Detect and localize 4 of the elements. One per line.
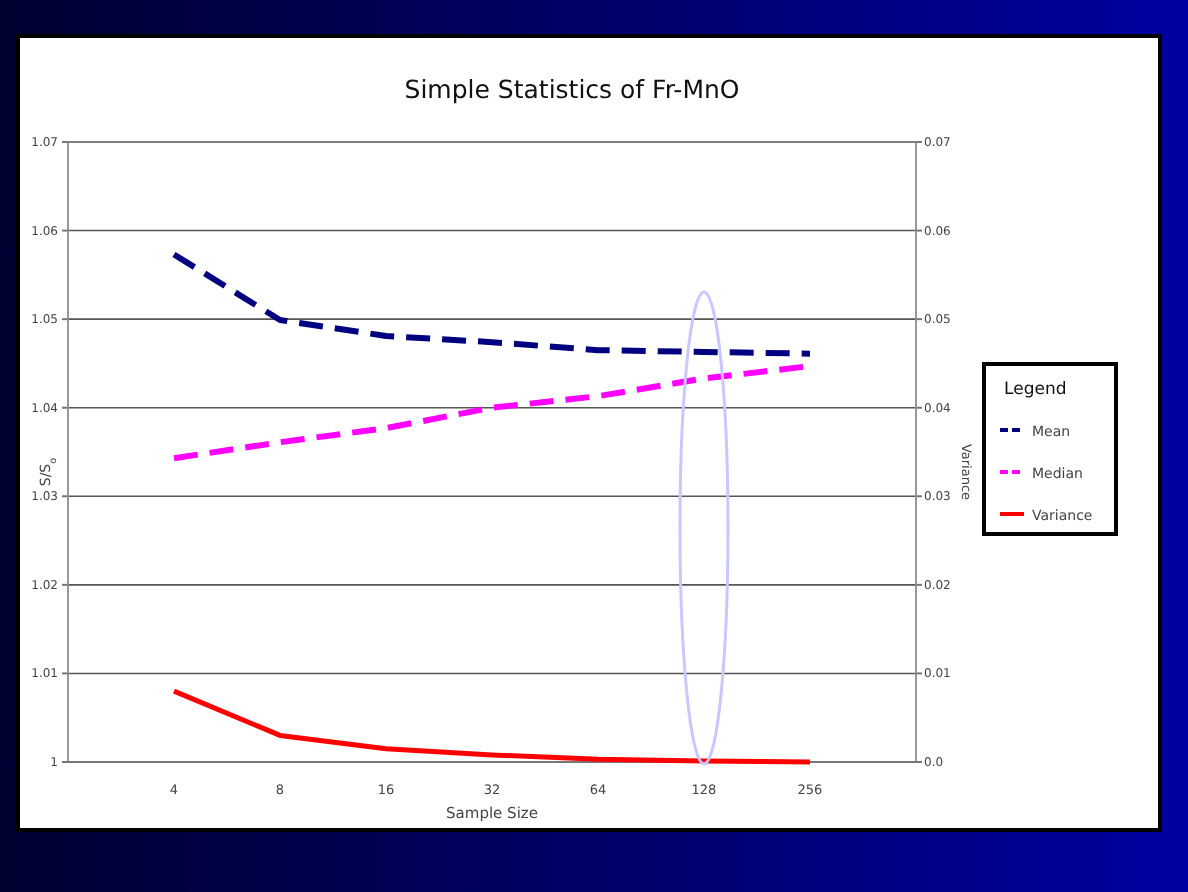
line-series	[171, 688, 813, 765]
chart-title: Simple Statistics of Fr-MnO	[404, 74, 740, 104]
legend-title: Legend	[1004, 380, 1067, 400]
line-series	[171, 251, 813, 357]
